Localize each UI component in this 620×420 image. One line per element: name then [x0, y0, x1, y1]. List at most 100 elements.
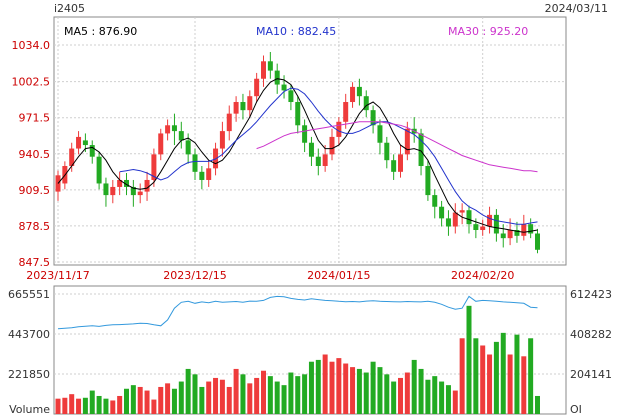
candle-body: [288, 90, 294, 103]
candle-body: [528, 224, 534, 234]
volume-bar: [199, 386, 205, 414]
candle-body: [466, 210, 472, 225]
candle-body: [117, 179, 123, 187]
candle-body: [82, 140, 88, 146]
volume-bar: [281, 385, 287, 414]
volume-bar: [363, 372, 369, 414]
volume-bar: [117, 395, 123, 414]
candle-body: [336, 121, 342, 137]
candle-body: [158, 133, 164, 155]
ma30-line: [256, 121, 538, 173]
candle-body: [473, 224, 479, 231]
candle-body: [76, 136, 82, 149]
volume-bar: [432, 376, 438, 414]
volume-bar: [254, 377, 260, 414]
volume-bar: [302, 374, 308, 414]
volume-bar: [507, 354, 513, 414]
volume-bar: [219, 379, 225, 414]
volume-bar: [418, 368, 424, 414]
volume-bar: [274, 381, 280, 414]
volume-tick-label: 665551: [8, 288, 50, 301]
candle-body: [124, 179, 129, 187]
volume-bar: [55, 398, 61, 414]
volume-bar: [82, 397, 88, 414]
candle-body: [521, 224, 527, 236]
candle-body: [404, 128, 410, 155]
price-tick-label: 1002.5: [12, 76, 51, 89]
price-tick-label: 1034.0: [12, 39, 51, 52]
volume-bar: [295, 376, 301, 414]
price-tick-label: 909.5: [19, 184, 51, 197]
volume-bar: [103, 398, 109, 414]
volume-bar: [384, 374, 390, 414]
candle-body: [507, 230, 513, 239]
candle-body: [452, 212, 458, 227]
volume-bar: [62, 397, 68, 414]
volume-axis-ticks: 665551 443700 221850 612423 408282 204141: [8, 288, 612, 381]
volume-bar: [110, 400, 116, 414]
candle-body: [267, 61, 273, 71]
candle-body: [233, 102, 239, 114]
volume-bar: [473, 338, 479, 414]
volume-bar: [315, 359, 321, 414]
volume-bar: [178, 381, 184, 414]
ma10-line: [119, 87, 538, 225]
volume-bar: [213, 377, 219, 414]
price-axis-ticks: 1034.0 1002.5 971.5 940.5 909.5 878.5 847.5: [12, 39, 51, 269]
candle-body: [165, 125, 171, 134]
volume-bar: [308, 361, 314, 414]
candle-body: [151, 154, 157, 180]
candle-body: [487, 214, 493, 227]
symbol-label: i2405: [54, 2, 85, 15]
candle-body: [445, 218, 451, 227]
volume-bar: [425, 379, 431, 414]
candle-body: [199, 171, 205, 180]
date-tick-label: 2023/11/17: [26, 269, 89, 282]
candle-body: [322, 154, 328, 167]
candle-body: [226, 113, 232, 132]
volume-bar: [493, 341, 499, 414]
candle-body: [185, 140, 191, 155]
price-tick-label: 878.5: [19, 220, 51, 233]
date-label: 2024/03/11: [545, 2, 608, 15]
candle-body: [240, 102, 246, 111]
candle-body: [103, 183, 109, 196]
candle-body: [500, 233, 506, 239]
candle-body: [192, 154, 198, 172]
candle-body: [343, 102, 349, 122]
candle-body: [370, 110, 376, 126]
oi-tick-label: 408282: [570, 328, 612, 341]
candle-body: [480, 226, 486, 231]
legend-ma5: MA5 : 876.90: [64, 25, 137, 38]
volume-bar: [487, 354, 493, 414]
candle-body: [514, 230, 520, 236]
volume-series: [55, 305, 540, 414]
volume-bar: [261, 370, 266, 414]
volume-bar: [514, 334, 520, 414]
candle-body: [96, 156, 102, 184]
candle-body: [247, 96, 253, 111]
candle-body: [535, 233, 540, 250]
volume-bar: [171, 388, 177, 414]
volume-bar: [76, 398, 82, 414]
candle-body: [130, 186, 136, 196]
candle-body: [398, 154, 403, 172]
candlestick-series: [55, 51, 540, 254]
candle-body: [219, 131, 225, 149]
candle-body: [384, 142, 390, 161]
volume-bar: [185, 368, 191, 414]
volume-bar: [336, 358, 342, 414]
volume-bar: [343, 363, 349, 414]
oi-tick-label: 204141: [570, 368, 612, 381]
volume-bar: [137, 386, 143, 414]
volume-bar: [69, 394, 75, 414]
volume-bar: [240, 374, 246, 414]
candle-body: [363, 96, 369, 111]
legend-ma30: MA30 : 925.20: [448, 25, 528, 38]
candle-body: [391, 160, 397, 172]
price-tick-label: 940.5: [19, 148, 51, 161]
candle-body: [459, 210, 465, 213]
volume-bar: [288, 372, 294, 414]
volume-bar: [206, 381, 212, 414]
